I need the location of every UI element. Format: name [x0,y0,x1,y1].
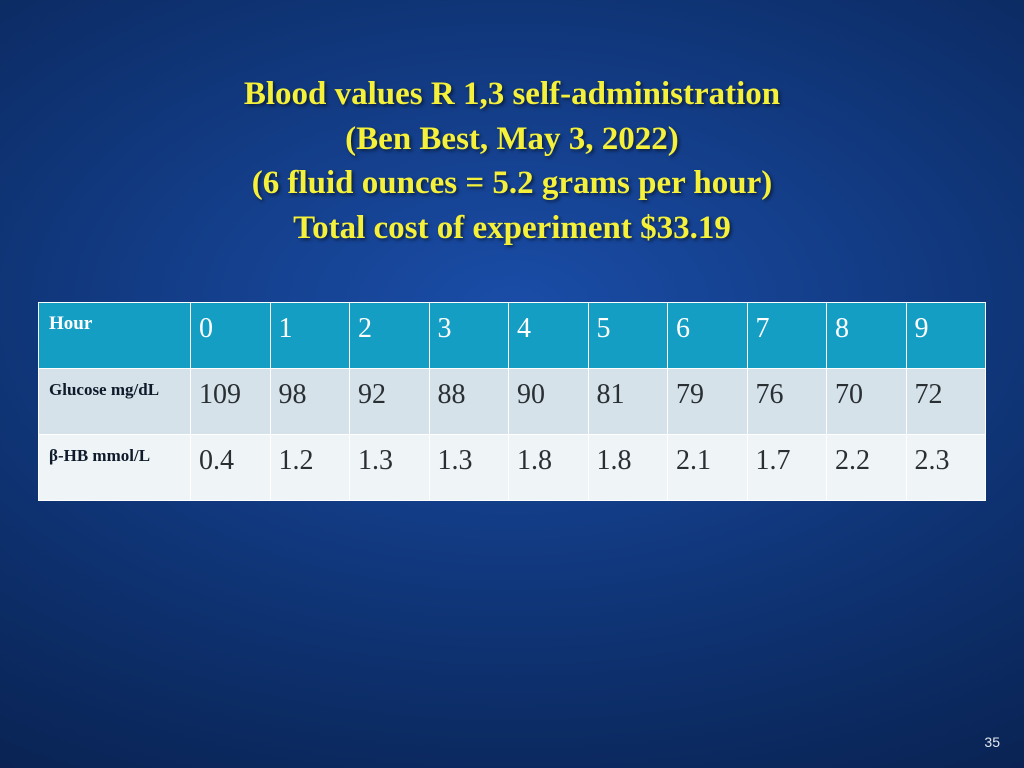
page-number: 35 [984,734,1000,750]
blood-values-table: Hour 0 1 2 3 4 5 6 7 8 9 Glucose mg/dL 1… [38,302,986,501]
cell: 98 [270,369,350,435]
col-header: 5 [588,303,668,369]
col-header: 1 [270,303,350,369]
col-header: 4 [509,303,589,369]
cell: 1.3 [350,435,430,501]
cell: 109 [191,369,271,435]
col-header: 2 [350,303,430,369]
row-label: β-HB mmol/L [39,435,191,501]
col-header: 8 [827,303,907,369]
cell: 2.3 [906,435,986,501]
cell: 79 [668,369,748,435]
col-header: 9 [906,303,986,369]
col-header: 6 [668,303,748,369]
cell: 1.8 [588,435,668,501]
cell: 1.8 [509,435,589,501]
cell: 2.1 [668,435,748,501]
cell: 72 [906,369,986,435]
title-line: (6 fluid ounces = 5.2 grams per hour) [60,161,964,206]
col-header: 0 [191,303,271,369]
table-header-row: Hour 0 1 2 3 4 5 6 7 8 9 [39,303,986,369]
cell: 88 [429,369,509,435]
cell: 70 [827,369,907,435]
row-label: Glucose mg/dL [39,369,191,435]
title-line: (Ben Best, May 3, 2022) [60,117,964,162]
table-row: Glucose mg/dL 109 98 92 88 90 81 79 76 7… [39,369,986,435]
table-row: β-HB mmol/L 0.4 1.2 1.3 1.3 1.8 1.8 2.1 … [39,435,986,501]
header-label: Hour [39,303,191,369]
data-table: Hour 0 1 2 3 4 5 6 7 8 9 Glucose mg/dL 1… [38,302,986,501]
cell: 92 [350,369,430,435]
cell: 1.3 [429,435,509,501]
title-line: Blood values R 1,3 self-administration [60,72,964,117]
slide-title: Blood values R 1,3 self-administration (… [0,72,1024,250]
cell: 76 [747,369,827,435]
cell: 90 [509,369,589,435]
cell: 1.7 [747,435,827,501]
col-header: 3 [429,303,509,369]
col-header: 7 [747,303,827,369]
cell: 0.4 [191,435,271,501]
title-line: Total cost of experiment $33.19 [60,206,964,251]
cell: 1.2 [270,435,350,501]
cell: 2.2 [827,435,907,501]
slide: Blood values R 1,3 self-administration (… [0,0,1024,768]
cell: 81 [588,369,668,435]
